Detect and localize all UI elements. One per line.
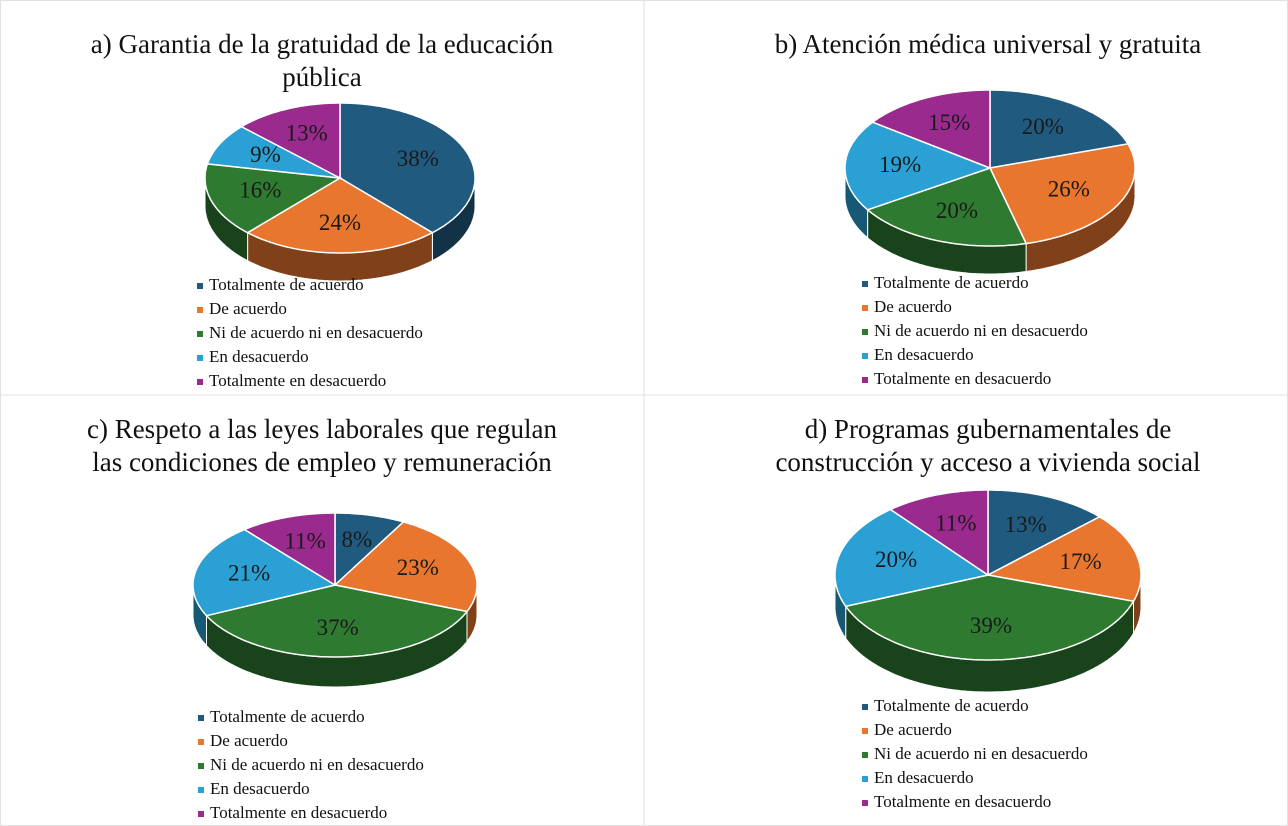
data-label: 15% xyxy=(928,110,970,135)
data-label: 20% xyxy=(1022,114,1064,139)
data-label: 13% xyxy=(1005,512,1047,537)
legend-swatch xyxy=(198,811,204,817)
legend-swatch xyxy=(198,715,204,721)
data-label: 39% xyxy=(970,613,1012,638)
legend-label: En desacuerdo xyxy=(209,347,309,366)
data-label: 13% xyxy=(286,121,328,146)
legend-label: De acuerdo xyxy=(209,299,287,318)
pie-slice xyxy=(834,508,990,608)
legend-label: Totalmente de acuerdo xyxy=(209,275,364,294)
legend-label: De acuerdo xyxy=(874,297,952,316)
pie-slice xyxy=(989,89,1130,169)
legend-label: Totalmente en desacuerdo xyxy=(210,803,387,822)
pie-slice xyxy=(192,528,337,617)
legend-label: Totalmente de acuerdo xyxy=(210,707,365,726)
data-label: 20% xyxy=(936,198,978,223)
legend-label: En desacuerdo xyxy=(874,768,974,787)
data-label: 37% xyxy=(317,615,359,640)
chart-title: a) Garantia de la gratuidad de la educac… xyxy=(91,29,554,59)
pie-slice xyxy=(339,102,476,234)
chart-title: d) Programas gubernamentales de xyxy=(805,414,1172,444)
legend-swatch xyxy=(197,355,203,361)
data-label: 8% xyxy=(342,527,373,552)
legend-swatch xyxy=(862,752,868,758)
data-label: 19% xyxy=(879,152,921,177)
legend-swatch xyxy=(197,307,203,313)
chart-title: las condiciones de empleo y remuneración xyxy=(92,447,552,477)
legend-swatch xyxy=(862,377,868,383)
pie-slice xyxy=(987,489,1102,577)
pie-slice xyxy=(844,121,993,211)
chart-title: c) Respeto a las leyes laborales que reg… xyxy=(87,414,558,444)
legend-label: Totalmente en desacuerdo xyxy=(209,371,386,390)
legend-label: Totalmente en desacuerdo xyxy=(874,792,1051,811)
chart-title: construcción y acceso a vivienda social xyxy=(775,447,1200,477)
data-label: 20% xyxy=(875,547,917,572)
legend-swatch xyxy=(862,305,868,311)
legend-label: De acuerdo xyxy=(874,720,952,739)
legend-label: Totalmente en desacuerdo xyxy=(874,369,1051,388)
pie-slice xyxy=(205,584,469,658)
legend-label: Ni de acuerdo ni en desacuerdo xyxy=(874,744,1088,763)
pie-slice xyxy=(242,512,336,587)
data-label: 38% xyxy=(397,146,439,171)
legend-label: Totalmente de acuerdo xyxy=(874,273,1029,292)
legend-swatch xyxy=(862,329,868,335)
pie-slice xyxy=(866,167,1028,247)
legend-label: En desacuerdo xyxy=(210,779,310,798)
legend-swatch xyxy=(862,728,868,734)
legend-swatch xyxy=(862,800,868,806)
legend-swatch xyxy=(198,787,204,793)
legend-label: Ni de acuerdo ni en desacuerdo xyxy=(874,321,1088,340)
pie-slice xyxy=(871,89,991,170)
pie-slice xyxy=(888,489,989,577)
data-label: 23% xyxy=(397,555,439,580)
data-label: 11% xyxy=(935,511,976,536)
pie-slice xyxy=(246,177,434,254)
legend-swatch xyxy=(197,379,203,385)
chart-title: b) Atención médica universal y gratuita xyxy=(775,29,1202,59)
legend-label: Ni de acuerdo ni en desacuerdo xyxy=(209,323,423,342)
legend-swatch xyxy=(198,763,204,769)
legend-swatch xyxy=(197,283,203,289)
pie-slice xyxy=(844,574,1135,661)
pie-slice xyxy=(333,521,478,613)
pie-slice xyxy=(985,515,1142,603)
pie-slice xyxy=(204,163,343,234)
legend-swatch xyxy=(862,776,868,782)
legend-label: De acuerdo xyxy=(210,731,288,750)
legend-label: Totalmente de acuerdo xyxy=(874,696,1029,715)
data-label: 9% xyxy=(250,142,281,167)
pie-slice xyxy=(988,143,1136,245)
legend-swatch xyxy=(862,281,868,287)
legend-swatch xyxy=(862,704,868,710)
data-label: 16% xyxy=(239,178,281,203)
pie-slice xyxy=(206,125,341,179)
data-label: 11% xyxy=(285,528,326,553)
legend-label: En desacuerdo xyxy=(874,345,974,364)
data-label: 26% xyxy=(1048,177,1090,202)
legend-swatch xyxy=(198,739,204,745)
legend-label: Ni de acuerdo ni en desacuerdo xyxy=(210,755,424,774)
data-label: 21% xyxy=(228,561,270,586)
legend-swatch xyxy=(862,353,868,359)
pie-slice xyxy=(240,102,341,180)
pie-slice xyxy=(334,512,405,587)
data-label: 24% xyxy=(319,210,361,235)
chart-title: pública xyxy=(282,62,361,92)
data-label: 17% xyxy=(1059,549,1101,574)
legend-swatch xyxy=(197,331,203,337)
